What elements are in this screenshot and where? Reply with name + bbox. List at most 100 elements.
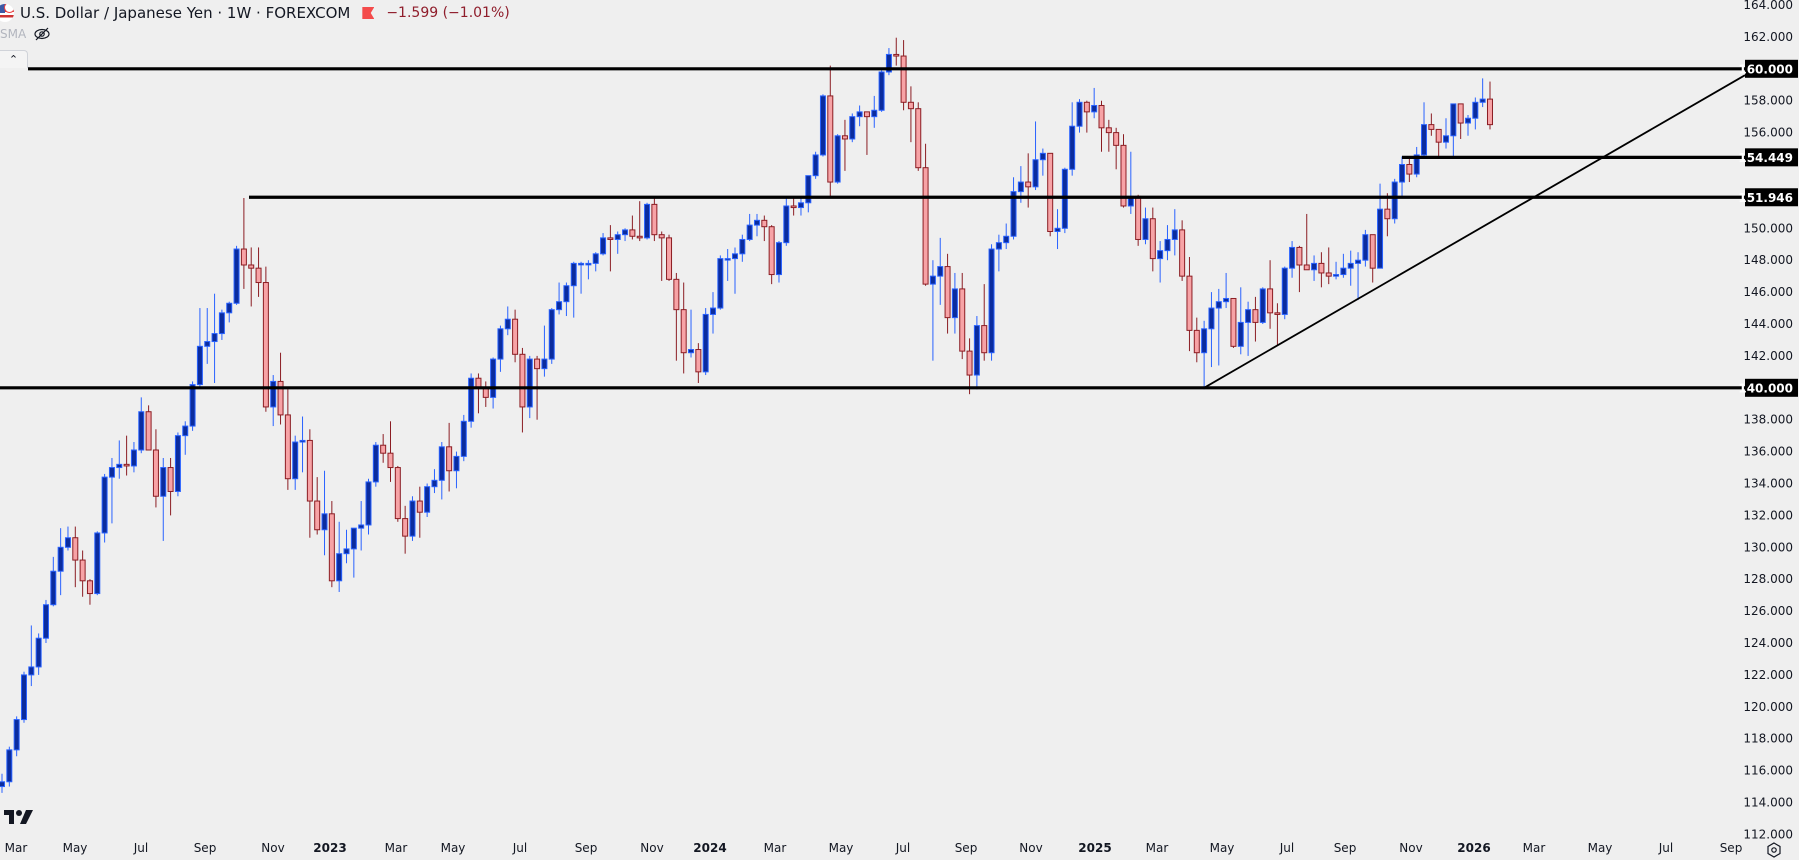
- candle-down: [387, 421, 394, 482]
- candle-body: [446, 446, 453, 472]
- price-tick-label: 150.000: [1743, 221, 1793, 235]
- symbol-title[interactable]: U.S. Dollar / Japanese Yen · 1W · FOREXC…: [20, 4, 351, 22]
- candle-down: [482, 381, 489, 407]
- time-axis[interactable]: Mar May Jul Sep Nov 2023 Mar May Jul Sep Nov 2024 Ma…: [5, 841, 1743, 855]
- candle-body: [1391, 181, 1398, 220]
- candle-body: [775, 242, 782, 276]
- candle-up: [1237, 287, 1244, 355]
- candle-down: [1406, 156, 1413, 183]
- candle-body: [431, 479, 438, 488]
- candle-up: [490, 357, 497, 409]
- candle-body: [512, 318, 519, 355]
- candle-up: [1355, 252, 1362, 301]
- candle-up: [717, 255, 724, 310]
- candle-body: [541, 358, 548, 370]
- candle-body: [1384, 208, 1391, 220]
- candle-body: [827, 95, 834, 183]
- candle-down: [262, 266, 269, 412]
- candle-up: [797, 197, 804, 216]
- candle-body: [1083, 101, 1090, 113]
- candle-body: [1120, 144, 1127, 207]
- candle-body: [702, 313, 709, 373]
- candle-up: [1039, 148, 1046, 176]
- candle-body: [680, 309, 687, 354]
- candle-up: [1421, 102, 1428, 157]
- candle-body: [1098, 104, 1105, 129]
- candle-body: [240, 248, 247, 266]
- candle-body: [1252, 309, 1259, 323]
- candle-up: [570, 261, 577, 318]
- candle-body: [1289, 246, 1296, 269]
- trendline: [1203, 74, 1746, 389]
- candle-body: [292, 441, 299, 480]
- candle-body: [944, 266, 951, 319]
- candle-body: [1039, 152, 1046, 161]
- price-tick-label: 114.000: [1743, 796, 1793, 810]
- candle-up: [563, 282, 570, 317]
- sma-indicator-label[interactable]: SMA: [0, 27, 27, 41]
- candle-body: [1069, 125, 1076, 170]
- candle-body: [673, 278, 680, 311]
- price-level-badge: [1745, 188, 1798, 207]
- candle-down: [416, 486, 423, 538]
- candle-down: [790, 197, 797, 216]
- candle-up: [937, 237, 944, 305]
- candle-body: [277, 380, 284, 416]
- candle-up: [1127, 151, 1134, 214]
- candle-body: [1025, 181, 1032, 188]
- candle-down: [1186, 257, 1193, 352]
- candle-up: [453, 451, 460, 489]
- candle-up: [218, 309, 225, 340]
- candle-body: [915, 108, 922, 169]
- candle-up: [1171, 209, 1178, 256]
- candle-up: [189, 381, 196, 431]
- candle-body: [1113, 132, 1120, 146]
- price-axis[interactable]: 164.000 162.000 158.000 156.000 150.000 148.0…: [1738, 0, 1798, 841]
- time-tick-label: Mar: [1523, 841, 1546, 855]
- candle-body: [409, 500, 416, 537]
- candle-body: [387, 452, 394, 469]
- collapse-legend-button[interactable]: ⌃: [0, 50, 28, 68]
- candle-up: [116, 440, 123, 479]
- tradingview-logo-icon[interactable]: [4, 808, 36, 826]
- price-tick-label: 126.000: [1743, 604, 1793, 618]
- candle-up: [468, 373, 475, 428]
- candle-up: [1032, 121, 1039, 191]
- candle-up: [1069, 102, 1076, 176]
- candle-body: [160, 467, 167, 497]
- candle-body: [981, 325, 988, 354]
- candle-body: [1303, 264, 1310, 271]
- candle-up: [343, 529, 350, 564]
- candle-up: [856, 105, 863, 127]
- candle-body: [72, 537, 79, 561]
- time-tick-label: Mar: [385, 841, 408, 855]
- candle-body: [1142, 218, 1149, 240]
- time-tick-label: Sep: [955, 841, 978, 855]
- price-tick-label: 148.000: [1743, 253, 1793, 267]
- candle-body: [1443, 135, 1450, 143]
- candle-body: [1230, 297, 1237, 347]
- candle-body: [570, 262, 577, 287]
- settings-icon[interactable]: [1766, 842, 1782, 858]
- candle-down: [1149, 207, 1156, 272]
- candle-body: [1369, 234, 1376, 269]
- candle-down: [1025, 153, 1032, 208]
- candles-layer: [0, 37, 1493, 793]
- candle-body: [365, 481, 372, 526]
- candle-body: [695, 349, 702, 373]
- candle-up: [622, 228, 629, 242]
- candle-body: [211, 333, 218, 343]
- candle-body: [1406, 164, 1413, 175]
- candle-body: [724, 258, 731, 261]
- candle-body: [1347, 262, 1354, 269]
- candle-up: [1201, 320, 1208, 390]
- candle-body: [336, 553, 343, 582]
- candle-down: [636, 201, 643, 242]
- price-tick-label: 130.000: [1743, 540, 1793, 554]
- candle-body: [1281, 267, 1288, 315]
- candle-up: [1215, 288, 1222, 366]
- price-tick-label: 138.000: [1743, 413, 1793, 427]
- candle-body: [797, 202, 804, 209]
- eye-off-icon[interactable]: [34, 27, 50, 41]
